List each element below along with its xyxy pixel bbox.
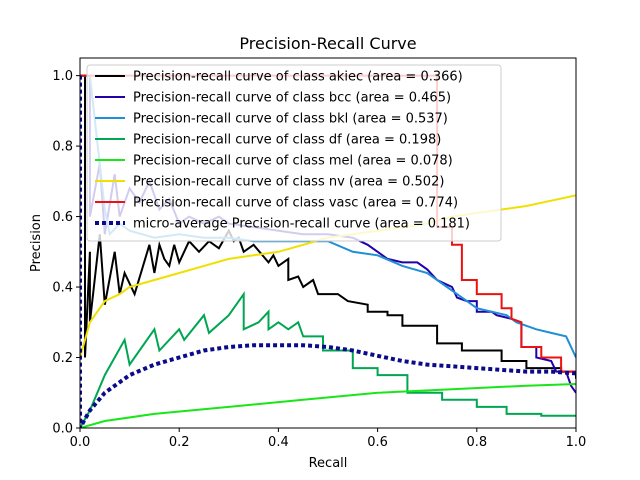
y-tick-label: 0.0: [52, 422, 73, 437]
y-tick-label: 0.4: [52, 281, 73, 296]
y-tick-label: 1.0: [52, 69, 73, 84]
x-tick-label: 1.0: [566, 435, 587, 450]
series-line-3: [80, 290, 576, 428]
legend-label: Precision-recall curve of class nv (area…: [133, 175, 444, 190]
series-line-7: [80, 75, 576, 428]
series-line-4: [80, 383, 576, 428]
legend-label: Precision-recall curve of class vasc (ar…: [133, 196, 458, 211]
legend-box: [86, 64, 502, 242]
y-tick-label: 0.8: [52, 140, 73, 155]
legend-label: micro-average Precision-recall curve (ar…: [133, 217, 470, 232]
x-tick-label: 0.4: [268, 435, 289, 450]
series-line-0: [80, 74, 576, 379]
legend-label: Precision-recall curve of class mel (are…: [133, 154, 453, 169]
legend-label: Precision-recall curve of class bkl (are…: [133, 112, 448, 127]
x-axis-label: Recall: [309, 456, 348, 471]
y-tick-label: 0.2: [52, 351, 73, 366]
ticks-layer: 0.0 0.2 0.4 0.6 0.8 1.0 0.0 0.2 0.4 0.6 0.8 1.0: [52, 69, 586, 450]
x-tick-label: 0.0: [70, 435, 91, 450]
x-tick-label: 0.8: [466, 435, 487, 450]
y-tick-label: 0.6: [52, 210, 73, 225]
legend-label: Precision-recall curve of class akiec (a…: [133, 70, 463, 85]
chart-title: Precision-Recall Curve: [239, 34, 416, 53]
plot-frame: [79, 57, 577, 429]
y-axis-label: Precision: [29, 214, 44, 272]
legend-label: Precision-recall curve of class df (area…: [133, 133, 441, 148]
x-tick-label: 0.6: [367, 435, 388, 450]
legend-label: Precision-recall curve of class bcc (are…: [133, 91, 451, 106]
legend: Precision-recall curve of class akiec (a…: [86, 64, 502, 242]
x-tick-label: 0.2: [169, 435, 190, 450]
